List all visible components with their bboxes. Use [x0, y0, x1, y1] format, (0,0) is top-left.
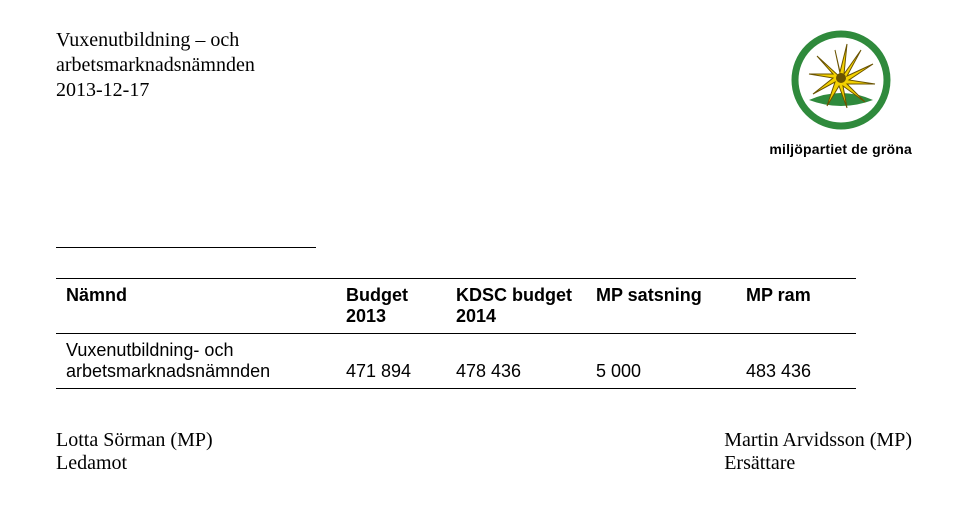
- row-name: Vuxenutbildning- och arbetsmarknadsnämnd…: [56, 334, 336, 389]
- page-root: Vuxenutbildning – och arbetsmarknadsnämn…: [0, 0, 960, 519]
- header-left: Vuxenutbildning – och arbetsmarknadsnämn…: [56, 28, 255, 103]
- row-name-line1: Vuxenutbildning- och: [66, 340, 326, 361]
- col-budget-top: Budget: [346, 285, 436, 306]
- header-line2: arbetsmarknadsnämnden: [56, 53, 255, 78]
- signatures: Lotta Sörman (MP) Ledamot Martin Arvidss…: [56, 429, 912, 475]
- budget-table: Nämnd Budget 2013 KDSC budget 2014 MP sa…: [56, 278, 856, 389]
- table-row: Vuxenutbildning- och arbetsmarknadsnämnd…: [56, 334, 856, 389]
- col-budget-bottom: 2013: [346, 306, 436, 327]
- col-mp-ram: MP ram: [736, 279, 856, 334]
- col-kdsc-top: KDSC budget: [456, 285, 576, 306]
- header-underline: [56, 247, 316, 248]
- header-date: 2013-12-17: [56, 78, 255, 103]
- row-mp-ram: 483 436: [736, 334, 856, 389]
- header-row: Vuxenutbildning – och arbetsmarknadsnämn…: [56, 28, 912, 157]
- logo-caption: miljöpartiet de gröna: [769, 141, 912, 157]
- col-namnd: Nämnd: [56, 279, 336, 334]
- col-kdsc-bottom: 2014: [456, 306, 576, 327]
- miljopartiet-logo-icon: [789, 28, 893, 137]
- row-kdsc: 478 436: [446, 334, 586, 389]
- row-name-line2: arbetsmarknadsnämnden: [66, 361, 326, 382]
- sig-right-name: Martin Arvidsson (MP): [724, 429, 912, 452]
- col-budget: Budget 2013: [336, 279, 446, 334]
- logo-block: miljöpartiet de gröna: [769, 28, 912, 157]
- sig-left-name: Lotta Sörman (MP): [56, 429, 213, 452]
- sig-right-role: Ersättare: [724, 452, 912, 475]
- col-kdsc: KDSC budget 2014: [446, 279, 586, 334]
- signature-right: Martin Arvidsson (MP) Ersättare: [724, 429, 912, 475]
- col-mp-satsning: MP satsning: [586, 279, 736, 334]
- table-header-row: Nämnd Budget 2013 KDSC budget 2014 MP sa…: [56, 279, 856, 334]
- header-line1: Vuxenutbildning – och: [56, 28, 255, 53]
- signature-left: Lotta Sörman (MP) Ledamot: [56, 429, 213, 475]
- row-mp-satsning: 5 000: [586, 334, 736, 389]
- row-budget: 471 894: [336, 334, 446, 389]
- sig-left-role: Ledamot: [56, 452, 213, 475]
